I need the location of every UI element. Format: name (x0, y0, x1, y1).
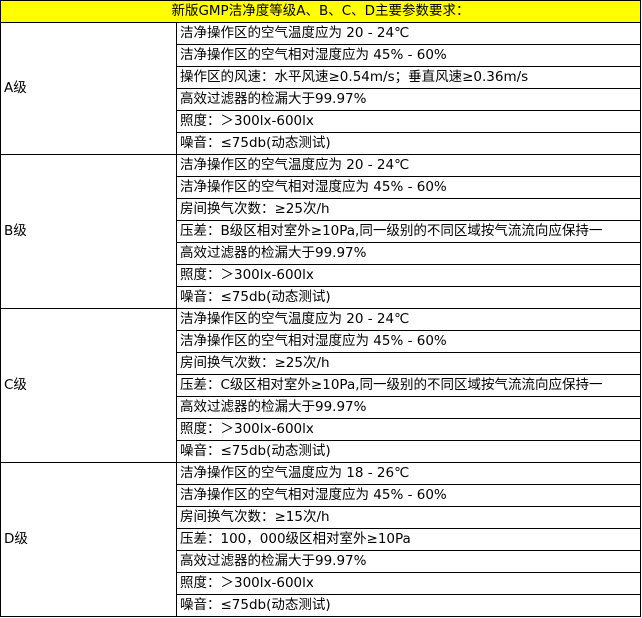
parameter-cell: 照度：＞300lx-600lx (176, 110, 641, 133)
table-row: 房间换气次数：≥25次/h (1, 352, 641, 375)
parameter-cell: 房间换气次数：≥25次/h (176, 352, 641, 375)
parameter-cell: 压差：C级区相对室外≥10Pa,同一级别的不同区域按气流流向应保持一 (176, 374, 641, 397)
table-row: A级 洁净操作区的空气温度应为 20 - 24℃ (0, 22, 641, 155)
parameter-cell: 高效过滤器的检漏大于99.97% (176, 88, 641, 111)
parameter-cell: 噪音：≤75db(动态测试) (176, 594, 641, 617)
parameter-cell: 照度：＞300lx-600lx (176, 264, 641, 287)
table-title: 新版GMP洁净度等级A、B、C、D主要参数要求： (0, 0, 641, 23)
table-row: C级 洁净操作区的空气温度应为 20 - 24℃ (0, 308, 641, 463)
parameter-cell: 操作区的风速：水平风速≥0.54m/s；垂直风速≥0.36m/s (176, 66, 641, 89)
parameter-cell: 房间换气次数：≥25次/h (176, 198, 641, 221)
table-row: 压差：C级区相对室外≥10Pa,同一级别的不同区域按气流流向应保持一 (1, 374, 641, 397)
parameter-cell: 洁净操作区的空气相对湿度应为 45% - 60% (176, 330, 641, 353)
parameter-cell: 洁净操作区的空气温度应为 18 - 26℃ (176, 462, 641, 485)
parameter-cell: 洁净操作区的空气相对湿度应为 45% - 60% (176, 176, 641, 199)
table-row: 照度：＞300lx-600lx (1, 418, 641, 441)
table-row: B级 洁净操作区的空气温度应为 20 - 24℃ (0, 154, 641, 309)
parameter-cell: 洁净操作区的空气相对湿度应为 45% - 60% (176, 44, 641, 67)
parameter-cell: 照度：＞300lx-600lx (176, 418, 641, 441)
parameter-cell: 洁净操作区的空气温度应为 20 - 24℃ (176, 22, 641, 45)
parameter-cell: 噪音：≤75db(动态测试) (176, 286, 641, 309)
table-row: 高效过滤器的检漏大于99.97% (1, 242, 641, 265)
table-row: 高效过滤器的检漏大于99.97% (1, 550, 641, 573)
grade-label: B级 (0, 154, 177, 309)
table-row: 洁净操作区的空气相对湿度应为 45% - 60% (1, 484, 641, 507)
table-row: 压差：100，000级区相对室外≥10Pa (1, 528, 641, 551)
grade-label: C级 (0, 308, 177, 463)
parameter-cell: 压差：100，000级区相对室外≥10Pa (176, 528, 641, 551)
parameter-cell: 高效过滤器的检漏大于99.97% (176, 550, 641, 573)
parameter-cell: 噪音：≤75db(动态测试) (176, 440, 641, 463)
parameter-cell: 洁净操作区的空气相对湿度应为 45% - 60% (176, 484, 641, 507)
parameter-cell: 高效过滤器的检漏大于99.97% (176, 396, 641, 419)
parameter-cell: 高效过滤器的检漏大于99.97% (176, 242, 641, 265)
parameter-cell: 房间换气次数：≥15次/h (176, 506, 641, 529)
parameter-cell: 洁净操作区的空气温度应为 20 - 24℃ (176, 308, 641, 331)
parameter-cell: 压差：B级区相对室外≥10Pa,同一级别的不同区域按气流流向应保持一 (176, 220, 641, 243)
table-row: 噪音：≤75db(动态测试) (1, 440, 641, 463)
grade-label: A级 (0, 22, 177, 155)
parameter-cell: 照度：＞300lx-600lx (176, 572, 641, 595)
parameter-cell: 噪音：≤75db(动态测试) (176, 132, 641, 155)
header-row: 新版GMP洁净度等级A、B、C、D主要参数要求： (0, 0, 641, 23)
grade-label: D级 (0, 462, 177, 617)
table-row: 噪音：≤75db(动态测试) (1, 132, 641, 155)
table-row: D级 洁净操作区的空气温度应为 18 - 26℃ (0, 462, 641, 617)
parameter-cell: 洁净操作区的空气温度应为 20 - 24℃ (176, 154, 641, 177)
table-row: 噪音：≤75db(动态测试) (1, 594, 641, 617)
